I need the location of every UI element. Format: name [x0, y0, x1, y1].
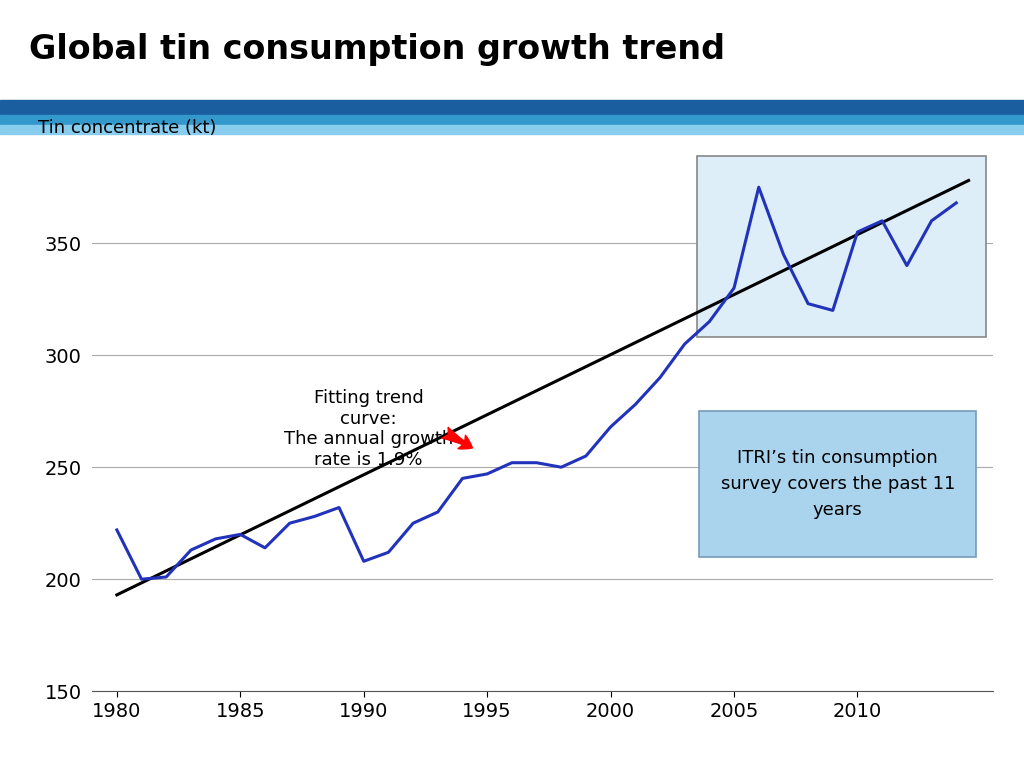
Text: Fitting trend
curve:
The annual growth
rate is 1.9%: Fitting trend curve: The annual growth r…: [284, 389, 454, 469]
Bar: [0, 115, 1024, 124]
Bar: [699, 411, 976, 557]
Text: Tin concentrate (kt): Tin concentrate (kt): [38, 120, 216, 137]
Bar: [0, 100, 1024, 115]
Bar: [0, 124, 1024, 134]
Text: ITRI’s tin consumption
survey covers the past 11
years: ITRI’s tin consumption survey covers the…: [721, 449, 955, 519]
Bar: [697, 156, 986, 337]
Text: Global tin consumption growth trend: Global tin consumption growth trend: [30, 34, 725, 66]
